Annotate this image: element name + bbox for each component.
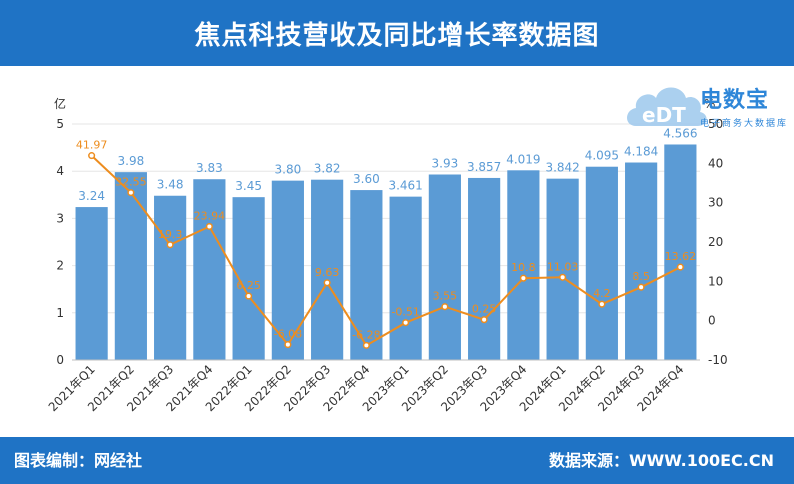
revenue-bar xyxy=(114,172,147,360)
revenue-bar xyxy=(154,195,187,360)
combo-chart: 3.24 3.98 3.48 3.83 3.45 3.80 3.82 3.60 3.461 3.9… xyxy=(46,96,728,414)
growth-label: 8.5 xyxy=(632,270,650,283)
growth-label: 13.62 xyxy=(665,250,697,263)
growth-label: 32.55 xyxy=(115,176,147,189)
revenue-bar xyxy=(468,177,501,360)
revenue-bar xyxy=(428,174,461,360)
revenue-bar xyxy=(350,190,383,360)
growth-point xyxy=(323,279,331,287)
revenue-bar-label: 3.48 xyxy=(157,178,184,192)
revenue-bar-label: 3.83 xyxy=(196,161,223,175)
y-right-tick-label: 0 xyxy=(708,314,716,328)
bars xyxy=(75,144,697,360)
watermark-logo-text: eDT xyxy=(642,103,686,127)
growth-label: 0.25 xyxy=(472,303,497,316)
growth-label: 19.3 xyxy=(158,228,183,241)
y-right-tick-label: 30 xyxy=(708,196,723,210)
growth-point xyxy=(127,189,135,197)
revenue-bar-label: 3.60 xyxy=(353,172,380,186)
revenue-bar xyxy=(546,178,579,360)
growth-label: -0.51 xyxy=(391,306,419,319)
revenue-bar-label: 3.842 xyxy=(545,161,579,175)
y-left-unit: 亿 xyxy=(54,96,66,111)
revenue-bar-label: 3.80 xyxy=(275,163,302,177)
revenue-bar xyxy=(664,144,697,360)
y-left-tick-label: 0 xyxy=(56,353,64,367)
growth-label: -6.08 xyxy=(274,328,302,341)
footer-bar: 图表编制：网经社 数据来源：WWW.100EC.CN xyxy=(0,437,794,484)
growth-point xyxy=(284,341,292,349)
chart-title: 焦点科技营收及同比增长率数据图 xyxy=(194,20,600,51)
growth-label: 11.03 xyxy=(547,260,579,273)
y-left-tick-label: 1 xyxy=(56,306,64,320)
footer-source: 数据来源：WWW.100EC.CN xyxy=(548,451,774,470)
y-right-tick-label: 20 xyxy=(708,235,723,249)
revenue-bar-label: 4.184 xyxy=(624,145,658,159)
revenue-bar-label: 4.019 xyxy=(506,152,540,166)
y-right-tick-label: 10 xyxy=(708,274,723,288)
growth-label: -6.28 xyxy=(352,328,380,341)
growth-label: 23.94 xyxy=(194,210,226,223)
revenue-bar xyxy=(389,196,422,360)
growth-label: 6.25 xyxy=(236,279,261,292)
revenue-bar-label: 3.98 xyxy=(118,154,145,168)
y-right-unit: % xyxy=(704,97,715,111)
revenue-bar-label: 4.566 xyxy=(663,126,697,140)
growth-point xyxy=(88,152,96,160)
revenue-bar-label: 4.095 xyxy=(585,149,619,163)
growth-point xyxy=(362,341,370,349)
growth-label: 41.97 xyxy=(76,139,108,152)
growth-line xyxy=(90,154,681,347)
y-right-tick-label: 40 xyxy=(708,156,723,170)
revenue-bar-label: 3.82 xyxy=(314,162,341,176)
growth-point xyxy=(676,263,684,271)
watermark-subtitle: 电子商务大数据库 xyxy=(700,119,789,129)
growth-point xyxy=(441,303,449,311)
growth-point xyxy=(245,292,253,300)
growth-point xyxy=(637,283,645,291)
growth-label: 9.63 xyxy=(315,266,340,279)
growth-point xyxy=(480,316,488,324)
growth-point xyxy=(402,319,410,327)
growth-labels: 41.97 32.55 19.3 23.94 6.25 -6.08 9.63 -6.28 -0.… xyxy=(76,139,696,342)
watermark-name: 电数宝 xyxy=(700,88,770,113)
revenue-bar-label: 3.24 xyxy=(78,189,105,203)
growth-point xyxy=(598,300,606,308)
growth-line-layer xyxy=(88,152,684,349)
y-right-tick-label: 50 xyxy=(708,117,723,131)
growth-label: 10.8 xyxy=(511,261,536,274)
growth-point xyxy=(559,273,567,281)
y-left-tick-label: 5 xyxy=(56,117,64,131)
growth-label: 3.55 xyxy=(433,290,458,303)
growth-point xyxy=(205,222,213,231)
y-left-tick-label: 2 xyxy=(56,259,64,273)
bar-labels: 3.24 3.98 3.48 3.83 3.45 3.80 3.82 3.60 3.461 3.9… xyxy=(78,126,697,203)
growth-point xyxy=(519,274,527,282)
revenue-bar xyxy=(625,162,658,360)
footer-credit: 图表编制：网经社 xyxy=(14,451,143,470)
revenue-bar xyxy=(193,179,226,360)
revenue-bar-label: 3.45 xyxy=(235,179,262,193)
y-left-tick-label: 4 xyxy=(56,164,64,178)
revenue-bar xyxy=(311,179,344,360)
revenue-bar xyxy=(75,207,108,360)
revenue-bar-label: 3.857 xyxy=(467,160,501,174)
y-right-tick-label: -10 xyxy=(708,353,728,367)
y-left-tick-label: 3 xyxy=(56,211,64,225)
growth-label: 4.2 xyxy=(593,287,611,300)
revenue-bar-label: 3.461 xyxy=(388,179,422,193)
revenue-bar-label: 3.93 xyxy=(432,157,459,171)
watermark-cloud-icon: eDT xyxy=(627,87,707,127)
revenue-bar xyxy=(507,170,540,360)
title-bar: 焦点科技营收及同比增长率数据图 xyxy=(0,0,794,66)
growth-point xyxy=(166,241,174,249)
revenue-bar xyxy=(585,166,618,360)
